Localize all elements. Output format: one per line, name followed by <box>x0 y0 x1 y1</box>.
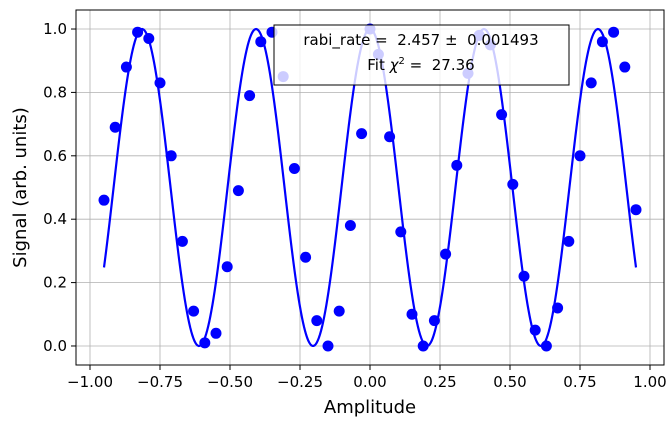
x-tick-label: 0.00 <box>353 373 386 391</box>
data-point <box>322 340 334 352</box>
annotation-chi2: Fit χ2 = 27.36 <box>367 56 474 74</box>
x-tick-label: −0.50 <box>207 373 253 391</box>
x-tick-label: 0.75 <box>563 373 596 391</box>
x-tick-label: 0.50 <box>493 373 526 391</box>
y-axis-label: Signal (arb. units) <box>10 107 31 268</box>
x-tick-label: 1.00 <box>633 373 666 391</box>
data-point <box>585 77 597 89</box>
data-point <box>496 109 508 121</box>
data-point <box>98 194 110 206</box>
data-point <box>176 235 188 247</box>
data-point <box>619 61 631 73</box>
y-tick-label: 0.0 <box>43 337 67 355</box>
y-axis-ticks: 0.0 0.2 0.4 0.6 0.8 1.0 <box>43 20 76 355</box>
annotation-box <box>273 24 570 86</box>
annotation-chi2-value: = 27.36 <box>405 56 475 74</box>
data-point <box>143 33 155 45</box>
data-point <box>154 77 166 89</box>
data-point <box>120 61 132 73</box>
data-point <box>608 26 620 38</box>
data-point <box>188 305 200 317</box>
data-point <box>507 178 519 190</box>
data-point <box>210 327 222 339</box>
data-point <box>596 36 608 48</box>
x-tick-label: 0.25 <box>423 373 456 391</box>
data-point <box>395 226 407 238</box>
data-point <box>311 315 323 327</box>
data-point <box>199 337 211 349</box>
data-point <box>384 131 396 143</box>
data-point <box>574 150 586 162</box>
annotation-chi2-prefix: Fit <box>367 56 389 74</box>
x-tick-label: −0.25 <box>277 373 323 391</box>
data-point <box>344 220 356 232</box>
y-tick-label: 0.6 <box>43 147 67 165</box>
data-point <box>356 128 368 140</box>
data-point <box>417 340 429 352</box>
data-point <box>221 261 233 273</box>
x-axis-ticks: −1.00 −0.75 −0.50 −0.25 0.00 0.25 0.50 0.75 1.00 <box>67 365 667 391</box>
annotation-chi-symbol: χ <box>389 56 400 74</box>
annotation-chi-superscript: 2 <box>399 56 405 67</box>
data-point <box>563 235 575 247</box>
data-point <box>244 90 256 102</box>
y-tick-label: 0.4 <box>43 210 67 228</box>
data-point <box>529 324 541 336</box>
data-point <box>333 305 345 317</box>
data-point <box>300 251 312 263</box>
y-tick-label: 0.8 <box>43 83 67 101</box>
x-tick-label: −0.75 <box>137 373 183 391</box>
data-point <box>132 26 144 38</box>
data-point <box>165 150 177 162</box>
data-point <box>255 36 267 48</box>
x-tick-label: −1.00 <box>67 373 113 391</box>
data-point <box>451 159 463 171</box>
y-tick-label: 0.2 <box>43 274 67 292</box>
data-point <box>540 340 552 352</box>
data-point <box>630 204 642 216</box>
data-point <box>406 308 418 320</box>
fit-annotation: rabi_rate = 2.457 ± 0.001493 Fit χ2 = 27… <box>273 24 570 86</box>
annotation-rabi-rate: rabi_rate = 2.457 ± 0.001493 <box>303 31 538 50</box>
data-point <box>288 162 300 174</box>
data-point <box>109 121 121 133</box>
data-point <box>440 248 452 260</box>
data-point <box>428 315 440 327</box>
data-point <box>232 185 244 197</box>
data-point <box>552 302 564 314</box>
data-point <box>518 270 530 282</box>
x-axis-label: Amplitude <box>324 397 416 418</box>
y-tick-label: 1.0 <box>43 20 67 38</box>
